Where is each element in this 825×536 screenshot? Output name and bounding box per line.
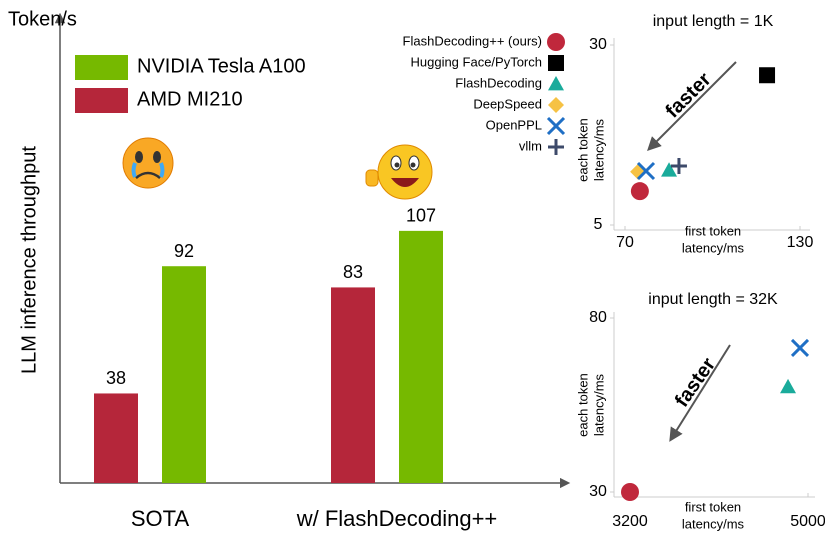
x-tick-label: w/ FlashDecoding++	[296, 506, 498, 531]
point	[780, 379, 796, 393]
annotation: faster	[661, 68, 715, 122]
x-tick-label: 5000	[790, 513, 825, 530]
legend-marker	[548, 118, 564, 134]
legend-label: vllm	[519, 138, 542, 153]
y-axis-label: each token	[575, 118, 590, 182]
x-tick-label: SOTA	[131, 506, 190, 531]
legend-marker	[548, 76, 564, 90]
bar	[331, 287, 375, 483]
y-axis-label: latency/ms	[591, 118, 606, 181]
legend-label: OpenPPL	[486, 117, 542, 132]
sad-emoji	[123, 138, 173, 188]
legend-label: FlashDecoding++ (ours)	[403, 33, 542, 48]
legend-swatch	[75, 55, 128, 80]
value-label: 92	[174, 241, 194, 261]
chart-title: input length = 1K	[653, 13, 774, 30]
legend-marker	[547, 33, 565, 51]
x-axis-label: first token	[685, 223, 741, 238]
value-label: 38	[106, 368, 126, 388]
happy-emoji	[366, 145, 432, 199]
bar	[399, 231, 443, 483]
y-tick-label: 5	[594, 216, 603, 233]
x-axis-label: latency/ms	[682, 516, 745, 531]
y-axis-label: LLM inference throughput	[18, 146, 40, 374]
y-axis-label: each token	[575, 373, 590, 437]
legend-marker	[548, 55, 564, 71]
point	[661, 162, 677, 176]
point	[621, 483, 639, 501]
x-axis-label: first token	[685, 499, 741, 514]
point	[631, 182, 649, 200]
value-label: 83	[343, 262, 363, 282]
legend-marker	[548, 97, 564, 113]
bar	[162, 266, 206, 483]
point	[792, 340, 808, 356]
legend-label: FlashDecoding	[455, 75, 542, 90]
y-axis-label: latency/ms	[591, 373, 606, 436]
x-tick-label: 3200	[612, 513, 648, 530]
x-axis-label: latency/ms	[682, 240, 745, 255]
x-tick-label: 130	[787, 234, 814, 251]
legend-swatch	[75, 88, 128, 113]
unit-label: Token/s	[8, 8, 77, 30]
y-tick-label: 80	[589, 309, 607, 326]
y-tick-label: 30	[589, 36, 607, 53]
y-tick-label: 30	[589, 483, 607, 500]
point	[759, 67, 775, 83]
x-tick-label: 70	[616, 234, 634, 251]
figure: Token/s LLM inference throughput input l…	[0, 0, 825, 536]
legend-label: AMD MI210	[137, 88, 243, 110]
legend-marker	[548, 139, 564, 155]
bar	[94, 393, 138, 483]
value-label: 107	[406, 206, 436, 226]
legend-label: Hugging Face/PyTorch	[410, 54, 542, 69]
chart-title: input length = 32K	[648, 291, 778, 308]
annotation: faster	[671, 354, 720, 411]
legend-label: NVIDIA Tesla A100	[137, 55, 306, 77]
legend-label: DeepSpeed	[473, 96, 542, 111]
